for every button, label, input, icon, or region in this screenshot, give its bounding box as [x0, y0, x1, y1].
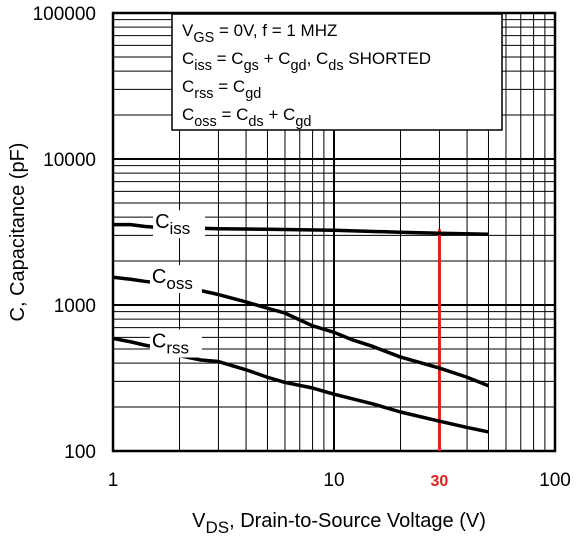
series-line-ciss	[113, 222, 489, 237]
marker-line-label: 30	[431, 473, 449, 490]
y-tick-label: 100	[64, 442, 96, 463]
annotation-subscript: gs	[244, 58, 259, 74]
y-tick-label: 1000	[54, 296, 96, 317]
annotation-subscript: gd	[291, 58, 307, 74]
x-axis-title-rest: , Drain-to-Source Voltage (V)	[229, 510, 486, 532]
annotation-line: Coss = Cds + Cgd	[182, 105, 311, 130]
x-axis-title-subscript: DS	[205, 518, 229, 537]
annotation-subscript: gd	[245, 86, 261, 102]
annotation-subscript: oss	[194, 114, 216, 130]
annotation-subscript: iss	[194, 58, 212, 74]
annotation-box	[171, 13, 503, 131]
series-label-bg	[149, 265, 202, 294]
series-label-ciss: Ciss	[155, 211, 190, 238]
annotation-text: V	[182, 21, 194, 40]
annotation-text: + C	[264, 105, 296, 124]
y-tick-label: 100000	[33, 4, 96, 25]
series-label-subscript: rss	[166, 339, 189, 358]
x-tick-label: 1	[108, 470, 119, 491]
annotation-subscript: ds	[328, 58, 343, 74]
plot-frame	[111, 11, 557, 453]
series-label-main: C	[152, 266, 166, 288]
annotation-line: Ciss = Cgs + Cgd, Cds SHORTED	[182, 49, 431, 74]
annotation-subscript: rss	[194, 86, 213, 102]
annotation-subscript: ds	[248, 114, 263, 130]
y-axis-title: C, Capacitance (pF)	[7, 143, 29, 322]
annotation-text: = C	[217, 105, 249, 124]
annotation-text: , C	[307, 49, 329, 68]
annotation-text: + C	[259, 49, 291, 68]
annotation-text: = C	[214, 77, 246, 96]
annotation-text: = 0V, f = 1 MHZ	[214, 21, 337, 40]
x-axis-title-main: V	[192, 510, 206, 532]
annotation-text: C	[182, 49, 194, 68]
annotation-text: C	[182, 105, 194, 124]
series-label-crss: Crss	[152, 331, 189, 358]
series-label-subscript: oss	[166, 274, 192, 293]
series-label-main: C	[155, 211, 169, 233]
x-axis-title: VDS, Drain-to-Source Voltage (V)	[192, 510, 486, 537]
annotation-text: = C	[212, 49, 244, 68]
y-tick-label: 10000	[43, 150, 96, 171]
annotation-line: VGS = 0V, f = 1 MHZ	[182, 21, 337, 46]
annotation-text: C	[182, 77, 194, 96]
series-label-bg	[153, 210, 206, 239]
annotation-subscript: GS	[193, 30, 214, 46]
x-tick-label: 100	[539, 470, 571, 491]
series-label-main: C	[152, 331, 166, 353]
series-label-coss: Coss	[152, 266, 193, 293]
annotation-subscript: gd	[295, 114, 311, 130]
annotation-text: SHORTED	[344, 49, 432, 68]
x-tick-label: 10	[323, 470, 344, 491]
series-label-bg	[149, 329, 202, 358]
series-label-subscript: iss	[170, 219, 191, 238]
annotation-line: Crss = Cgd	[182, 77, 261, 102]
